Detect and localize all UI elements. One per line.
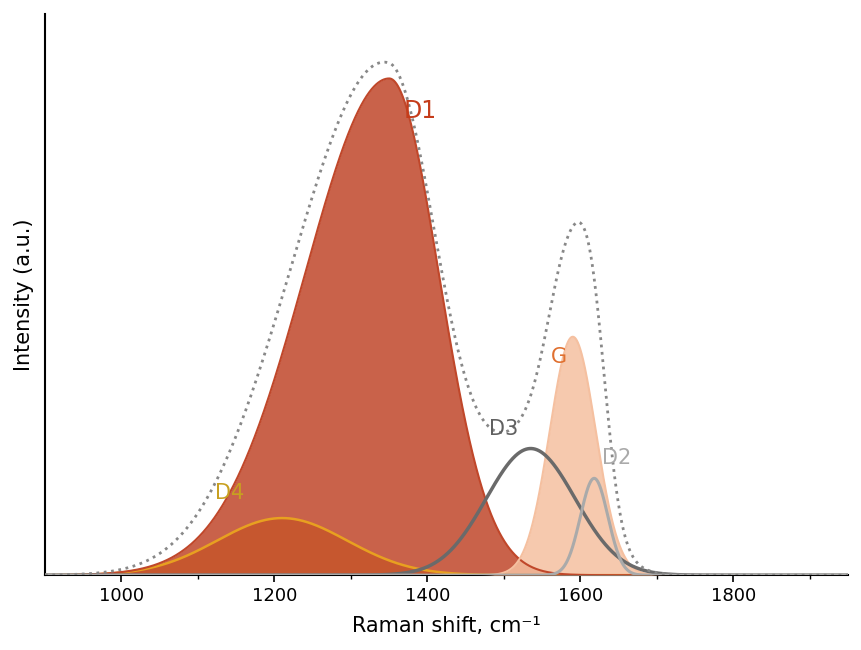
Text: D3: D3 [489,419,518,439]
X-axis label: Raman shift, cm⁻¹: Raman shift, cm⁻¹ [352,616,541,636]
Text: D1: D1 [403,99,436,123]
Y-axis label: Intensity (a.u.): Intensity (a.u.) [14,218,34,370]
Text: G: G [550,346,567,367]
Text: D4: D4 [215,483,245,503]
Text: D2: D2 [602,448,631,469]
